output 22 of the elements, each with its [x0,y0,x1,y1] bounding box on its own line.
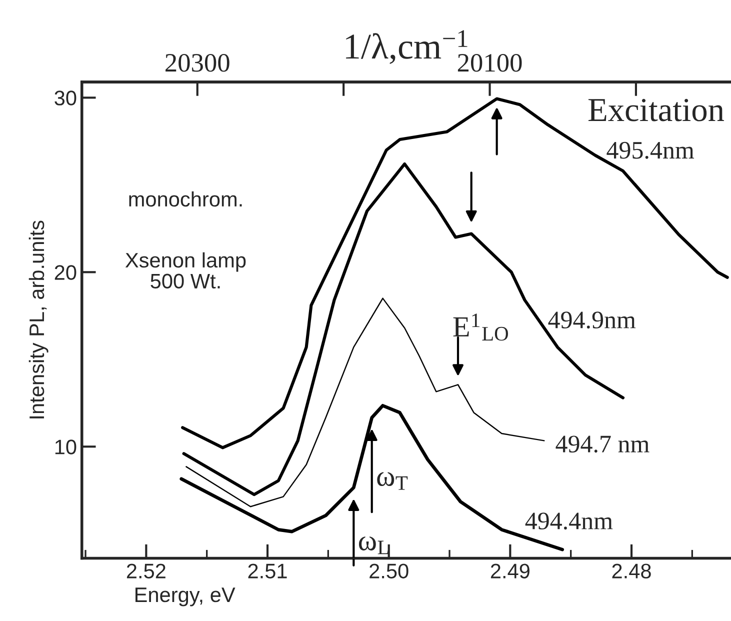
annotation: ω$_{L}$ [358,536,388,554]
annotation: Xsenon lamp 500 Wt. [125,252,246,289]
y-axis-title: Intensity PL, arb.units [28,220,48,418]
x-tick-label: 2.51 [248,564,287,578]
series-label: 494.7 nm [556,436,650,453]
x2-tick-label: 20300 [166,54,230,72]
x-axis-title: Energy, eV [136,588,236,606]
series-label: 494.9nm [548,312,636,329]
y-tick-label: 30 [54,90,76,106]
line-series [186,298,545,508]
annotation: E$^{1}$$_{LO}$ [453,314,508,341]
series-label: 495.4nm [606,142,694,159]
series-label: 494.4nm [525,512,613,530]
y-tick-label: 20 [54,265,76,280]
y-tick-label: 10 [55,440,76,454]
annotation: ω$_{T}$ [377,472,408,490]
annotation: monochrom. [129,191,242,207]
annotation: Excitation [588,98,724,122]
x-tick-label: 2.50 [370,564,408,578]
x-tick-label: 2.48 [612,564,651,578]
x-tick-label: 2.49 [490,564,530,578]
x-tick-label: 2.52 [126,564,166,578]
